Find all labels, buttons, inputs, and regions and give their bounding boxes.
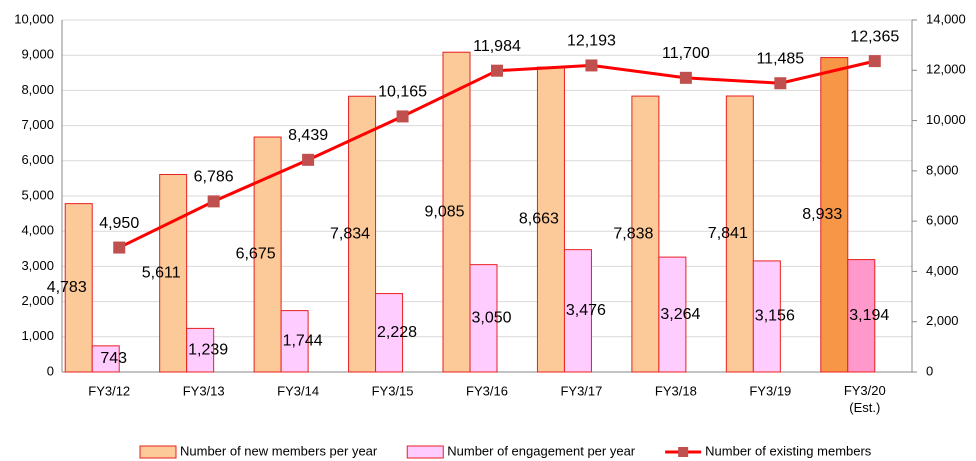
data-label: 3,156 [755, 308, 795, 325]
y-tick-label: 4,000 [21, 223, 54, 238]
marker [113, 241, 126, 254]
y-tick-label: 2,000 [21, 293, 54, 308]
bar [847, 259, 876, 373]
data-label: 8,933 [802, 206, 842, 223]
data-label: 3,476 [566, 302, 606, 319]
bar [752, 260, 781, 373]
data-label: 3,264 [660, 306, 700, 323]
data-label: 1,744 [283, 333, 323, 350]
y-tick-label: 5,000 [21, 187, 54, 202]
data-label: 4,950 [99, 215, 139, 232]
legend-swatch [139, 445, 177, 459]
y-tick-label: 10,000 [14, 11, 54, 26]
marker [491, 64, 503, 77]
data-label: 11,984 [473, 38, 521, 55]
data-label: 8,663 [519, 211, 559, 228]
y2-tick-label: 12,000 [926, 62, 966, 77]
legend-swatch [406, 445, 444, 459]
bar [159, 173, 188, 373]
marker [774, 77, 787, 90]
data-label: 11,485 [756, 50, 804, 67]
bar [348, 95, 377, 373]
bar [631, 95, 660, 373]
data-label: 1,239 [188, 341, 228, 358]
data-label: 6,786 [194, 169, 234, 186]
bar [186, 327, 215, 373]
data-label: 4,783 [47, 279, 87, 296]
y-tick-label: 7,000 [21, 117, 54, 132]
bar [820, 57, 849, 373]
bar [442, 51, 471, 373]
x-tick-label: FY3/12 [88, 383, 130, 398]
y2-tick-label: 0 [926, 363, 933, 378]
y2-tick-label: 2,000 [926, 313, 959, 328]
marker [302, 153, 315, 166]
data-label: 3,050 [471, 310, 511, 327]
y2-tick-label: 14,000 [926, 11, 966, 26]
y2-tick-label: 8,000 [926, 162, 959, 177]
legend-label: Number of engagement per year [447, 443, 636, 458]
y2-tick-label: 4,000 [926, 263, 959, 278]
data-label: 3,194 [849, 307, 889, 324]
data-label: 8,439 [288, 127, 328, 144]
data-label: 7,834 [330, 225, 370, 242]
x-tick-label: FY3/19 [749, 383, 791, 398]
x-tick-label: FY3/16 [466, 383, 508, 398]
y-tick-label: 0 [47, 363, 54, 378]
legend-swatch [678, 447, 689, 457]
marker [679, 71, 692, 84]
y2-tick-label: 6,000 [926, 213, 959, 228]
marker [396, 110, 409, 123]
bar [563, 249, 592, 373]
data-label: 9,085 [424, 203, 464, 220]
x-tick-label: FY3/17 [560, 383, 602, 398]
legend-label: Number of existing members [705, 443, 872, 458]
data-label: 11,700 [662, 45, 710, 62]
data-label: 10,165 [378, 84, 427, 101]
x-tick-label: FY3/14 [277, 383, 319, 398]
bar [725, 95, 754, 373]
bar [375, 293, 404, 373]
x-tick-label: FY3/15 [372, 383, 414, 398]
data-label: 743 [100, 350, 127, 367]
bar [536, 66, 565, 373]
y-tick-label: 3,000 [21, 258, 54, 273]
marker [585, 59, 598, 72]
marker [868, 55, 881, 68]
data-label: 7,838 [613, 225, 653, 242]
y-tick-label: 8,000 [21, 82, 54, 97]
line [118, 59, 876, 249]
data-label: 12,193 [567, 33, 616, 50]
bar [91, 345, 120, 373]
data-label: 12,365 [850, 28, 899, 45]
y-tick-label: 6,000 [21, 152, 54, 167]
x-tick-label: FY3/13 [183, 383, 225, 398]
bar [280, 310, 309, 373]
y2-tick-label: 10,000 [926, 112, 966, 127]
bar [64, 203, 93, 373]
bar [658, 256, 687, 373]
y-tick-label: 9,000 [21, 47, 54, 62]
x-tick-label: FY3/18 [655, 383, 697, 398]
data-label: 6,675 [236, 246, 276, 263]
data-label: 5,611 [142, 264, 181, 281]
marker [207, 195, 220, 208]
x-tick-label: FY3/20 (Est.) [844, 383, 886, 415]
legend-label: Number of new members per year [180, 443, 378, 458]
data-label: 2,228 [377, 324, 417, 341]
bar [469, 264, 498, 373]
data-label: 7,841 [708, 225, 748, 242]
y-tick-label: 1,000 [21, 328, 54, 343]
